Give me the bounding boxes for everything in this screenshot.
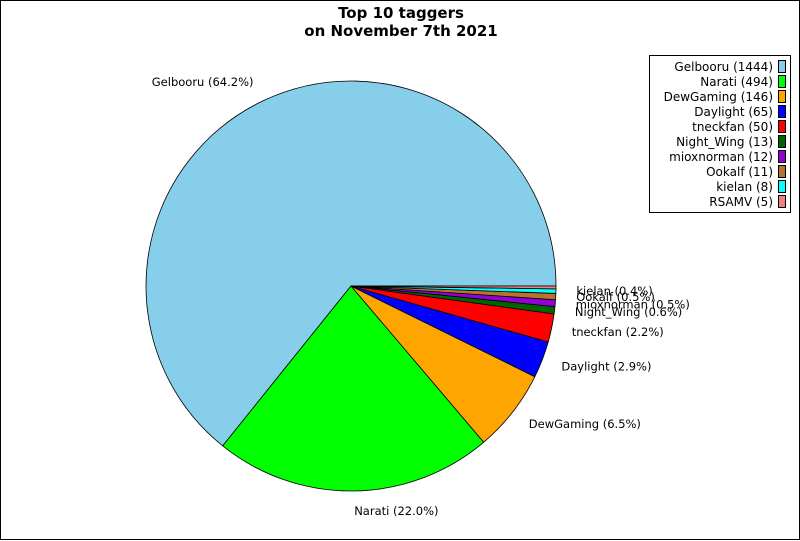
legend-swatch (778, 120, 786, 133)
legend-item-dewgaming: DewGaming (146) (650, 89, 786, 104)
pie-label-gelbooru: Gelbooru (64.2%) (152, 75, 254, 89)
chart-title-line-2: on November 7th 2021 (304, 22, 498, 40)
pie-label-daylight: Daylight (2.9%) (561, 360, 651, 374)
legend-label: Night_Wing (13) (676, 134, 773, 149)
legend-label: mioxnorman (12) (669, 149, 773, 164)
legend-item-ookalf: Ookalf (11) (650, 164, 786, 179)
chart-title: Top 10 taggers on November 7th 2021 (1, 4, 800, 40)
chart-title-line-1: Top 10 taggers (338, 4, 464, 22)
legend-label: kielan (8) (716, 179, 773, 194)
legend-item-gelbooru: Gelbooru (1444) (650, 59, 786, 74)
legend-label: DewGaming (146) (663, 89, 773, 104)
legend-swatch (778, 75, 786, 88)
legend-swatch (778, 105, 786, 118)
legend-label: Daylight (65) (694, 104, 773, 119)
legend-label: Narati (494) (700, 74, 773, 89)
legend-label: tneckfan (50) (692, 119, 773, 134)
pie-label-kielan: kielan (0.4%) (576, 284, 652, 298)
pie-slice-narati (222, 285, 485, 492)
legend-swatch (778, 165, 786, 178)
legend: Gelbooru (1444) Narati (494) DewGaming (14… (649, 55, 791, 213)
pie-slice-gelbooru (145, 80, 557, 447)
legend-item-narati: Narati (494) (650, 74, 786, 89)
legend-swatch (778, 90, 786, 103)
pie-label-dewgaming: DewGaming (6.5%) (529, 417, 641, 431)
legend-item-tneckfan: tneckfan (50) (650, 119, 786, 134)
pie-labels: Gelbooru (64.2%) Narati (22.0%) DewGaming … (152, 75, 690, 518)
legend-item-night-wing: Night_Wing (13) (650, 134, 786, 149)
legend-label: Ookalf (11) (706, 164, 773, 179)
pie-label-narati: Narati (22.0%) (354, 504, 438, 518)
legend-item-kielan: kielan (8) (650, 179, 786, 194)
pie-slice-rsamv (350, 285, 557, 290)
legend-item-rsamv: RSAMV (5) (650, 194, 786, 209)
legend-label: Gelbooru (1444) (674, 59, 773, 74)
legend-swatch (778, 60, 786, 73)
legend-item-daylight: Daylight (65) (650, 104, 786, 119)
pie-label-ookalf: Ookalf (0.5%) (576, 290, 655, 304)
legend-label: RSAMV (5) (709, 194, 773, 209)
pie-slices (145, 80, 557, 492)
legend-swatch (778, 195, 786, 208)
pie-label-mioxnorman: mioxnorman (0.5%) (576, 297, 690, 311)
pie-label-night-wing: Night_Wing (0.6%) (575, 305, 682, 319)
legend-swatch (778, 150, 786, 163)
legend-item-mioxnorman: mioxnorman (12) (650, 149, 786, 164)
legend-swatch (778, 180, 786, 193)
pie-label-tneckfan: tneckfan (2.2%) (572, 325, 664, 339)
legend-swatch (778, 135, 786, 148)
